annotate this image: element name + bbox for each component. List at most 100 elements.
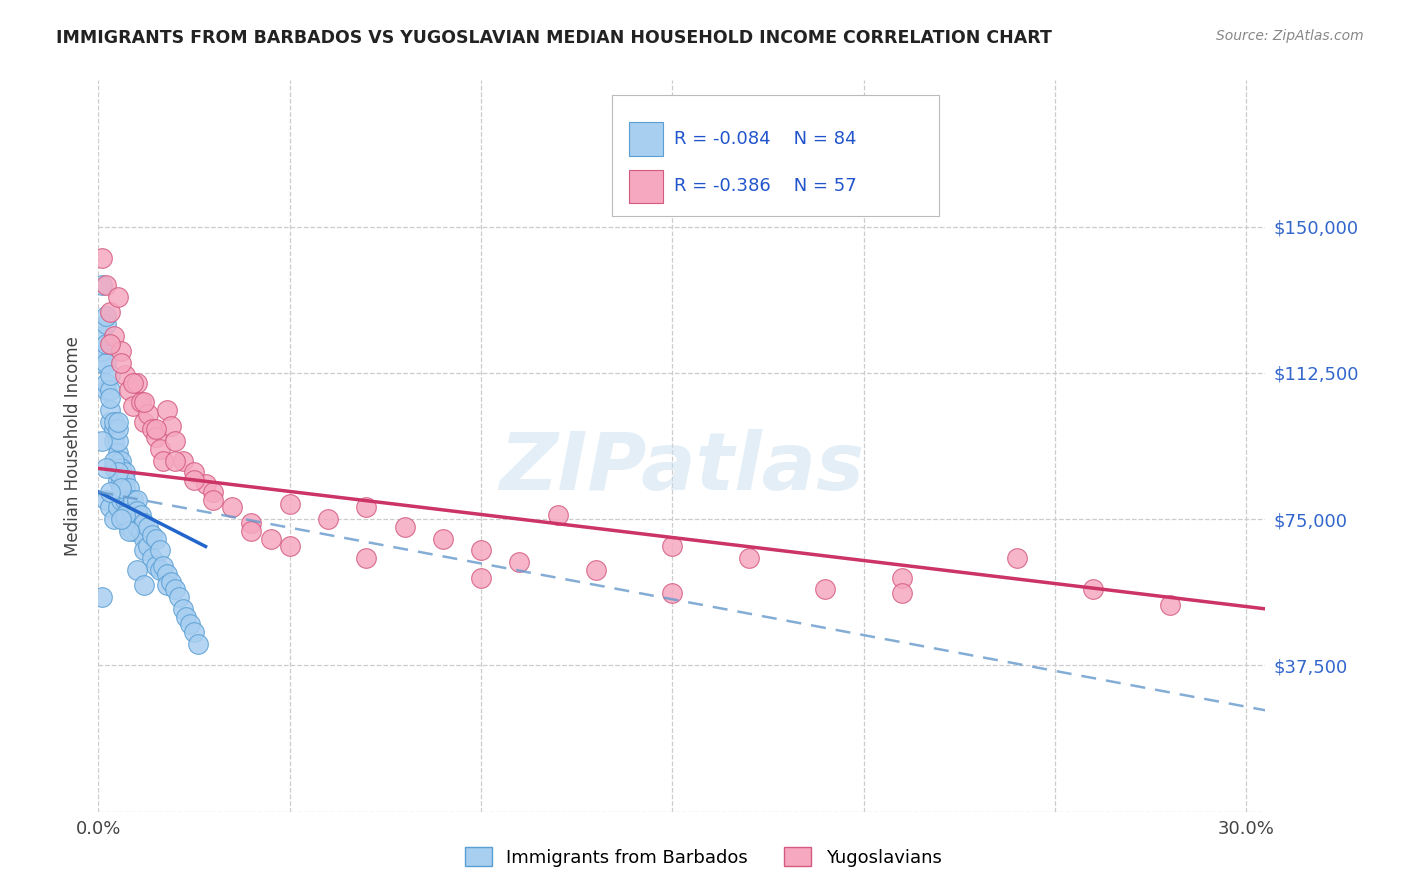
Point [107,466,129,480]
Point [110,473,132,487]
Point [470,571,492,585]
Point [91,328,114,343]
Point [1005,551,1028,566]
Point [129,524,152,538]
Point [107,434,129,449]
Point [145,532,167,546]
Point [585,563,607,577]
Point [103,422,125,436]
Point [179,617,201,632]
Point [156,403,179,417]
Point [152,558,174,573]
Point [136,407,159,421]
Point [136,520,159,534]
FancyBboxPatch shape [630,122,664,155]
Point [114,492,136,507]
Point [278,540,301,554]
Point [110,453,132,467]
Point [94,376,117,390]
Point [91,434,114,449]
Point [160,418,183,433]
Y-axis label: Median Household Income: Median Household Income [63,336,82,556]
Point [98,403,121,417]
Point [94,278,117,293]
Point [98,391,121,405]
Point [432,532,454,546]
Point [890,571,912,585]
Point [98,484,121,499]
Point [94,336,117,351]
Point [156,578,179,592]
Point [221,500,243,515]
Point [110,512,132,526]
Text: Source: ZipAtlas.com: Source: ZipAtlas.com [1216,29,1364,43]
Point [187,637,209,651]
Point [107,473,129,487]
Point [91,344,114,359]
Point [91,278,114,293]
Point [890,586,912,600]
Point [125,504,148,518]
Point [114,473,136,487]
Point [172,453,194,467]
Point [110,344,132,359]
Point [94,310,117,324]
Point [107,500,129,515]
Point [354,551,377,566]
Point [98,384,121,398]
Point [110,461,132,475]
Point [121,512,143,526]
Point [160,574,183,589]
FancyBboxPatch shape [630,169,664,203]
Point [547,508,569,523]
Point [134,532,156,546]
Point [114,368,136,382]
Point [163,434,186,449]
Point [121,524,143,538]
Point [738,551,761,566]
Point [183,466,205,480]
Point [114,466,136,480]
Point [240,524,263,538]
Point [107,290,129,304]
Point [176,609,198,624]
Point [125,492,148,507]
Point [134,578,156,592]
Point [94,492,117,507]
Point [103,461,125,475]
Point [98,368,121,382]
Point [1159,598,1181,612]
Point [152,453,174,467]
Point [145,430,167,444]
Point [98,500,121,515]
Point [470,543,492,558]
Point [134,516,156,530]
Point [240,516,263,530]
Point [91,590,114,604]
Point [145,422,167,436]
Point [156,566,179,581]
Point [141,422,163,436]
Legend: Immigrants from Barbados, Yugoslavians: Immigrants from Barbados, Yugoslavians [457,840,949,874]
Point [98,336,121,351]
Point [145,558,167,573]
Point [118,500,141,515]
Point [141,527,163,541]
Point [118,520,141,534]
Point [1083,582,1105,597]
Point [163,453,186,467]
Point [125,563,148,577]
Point [134,395,156,409]
Point [118,524,141,538]
Point [167,590,190,604]
Point [202,492,225,507]
Point [114,481,136,495]
Point [103,434,125,449]
Point [107,446,129,460]
Point [94,317,117,331]
Point [118,384,141,398]
Point [134,415,156,429]
Text: ZIPatlas: ZIPatlas [499,429,865,507]
Point [98,305,121,319]
Point [103,328,125,343]
